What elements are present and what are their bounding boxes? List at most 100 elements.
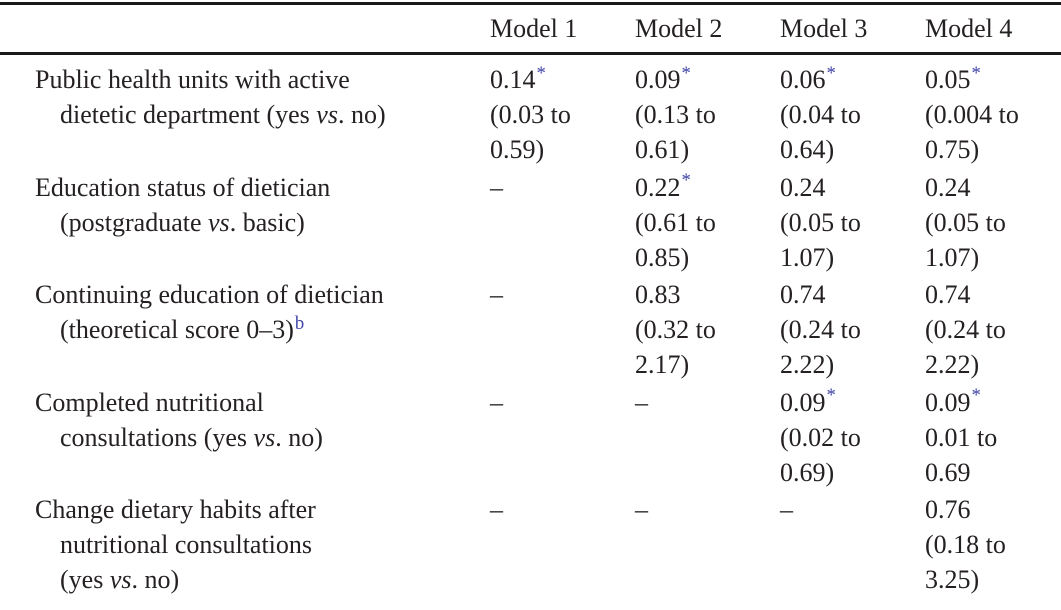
value-cell-model-1: 0.14* (0.03 to 0.59) — [490, 62, 635, 167]
text-segment: (0.03 to — [490, 100, 571, 129]
row-label: Completed nutritional consultations (yes … — [35, 385, 490, 455]
value-cell-model-1: – — [490, 492, 635, 527]
value-line: 0.24 — [780, 170, 925, 205]
value-line: 0.14* — [490, 62, 635, 97]
value-line: (0.004 to — [925, 97, 1061, 132]
header-divider-rule — [0, 52, 1061, 55]
row-label-line: (postgraduate vs. basic) — [35, 205, 490, 240]
text-segment: – — [490, 280, 503, 309]
table-row: Public health units with active dietetic … — [0, 62, 1061, 170]
row-label-line: (yes vs. no) — [35, 562, 490, 597]
row-label: Public health units with active dietetic … — [35, 62, 490, 132]
text-segment: (0.04 to — [780, 100, 861, 129]
value-line: 0.09* — [925, 385, 1061, 420]
significance-star: * — [826, 385, 836, 407]
text-segment: Education status of dietician — [35, 172, 331, 202]
value-cell-model-2: – — [635, 385, 780, 420]
text-segment: (0.13 to — [635, 100, 716, 129]
significance-star: * — [971, 385, 981, 407]
text-segment: (0.18 to — [925, 530, 1006, 559]
value-line: 0.24 — [925, 170, 1061, 205]
table-row: Continuing education of dietician (theore… — [0, 277, 1061, 385]
text-segment: nutritional consultations — [60, 530, 313, 559]
text-segment: Change dietary habits after — [35, 495, 316, 524]
value-line: 2.17) — [635, 347, 780, 382]
value-line: 0.06* — [780, 62, 925, 97]
value-cell-model-4: 0.76 (0.18 to 3.25) — [925, 492, 1061, 597]
value-line: 0.09* — [780, 385, 925, 420]
value-cell-model-1: – — [490, 277, 635, 312]
value-line: – — [490, 385, 635, 420]
text-segment: 0.09 — [635, 65, 681, 94]
text-segment: – — [490, 387, 503, 417]
column-header-model-4: Model 4 — [925, 13, 1013, 43]
text-segment: – — [490, 172, 503, 202]
text-segment: 0.76 — [925, 495, 971, 524]
text-segment: Public health units with active — [35, 65, 350, 94]
text-segment: (yes — [60, 565, 110, 594]
text-segment: 0.69 — [925, 457, 971, 487]
significance-star: * — [536, 62, 546, 84]
value-line: 0.69) — [780, 455, 925, 490]
value-line: – — [490, 492, 635, 527]
value-line: – — [490, 277, 635, 312]
value-cell-model-1: – — [490, 385, 635, 420]
value-line: 0.83 — [635, 277, 780, 312]
versus-italic: vs — [316, 100, 338, 129]
text-segment: 0.74 — [780, 280, 826, 309]
value-cell-model-4: 0.74 (0.24 to 2.22) — [925, 277, 1061, 382]
value-line: 0.74 — [925, 277, 1061, 312]
value-cell-model-2: 0.09* (0.13 to 0.61) — [635, 62, 780, 167]
text-segment: 0.01 to — [925, 422, 998, 452]
text-segment: – — [635, 387, 648, 417]
versus-italic: vs — [253, 422, 276, 452]
row-label-line: Completed nutritional — [35, 385, 490, 420]
significance-star: * — [971, 62, 981, 84]
value-line: (0.24 to — [780, 312, 925, 347]
text-segment: 1.07) — [925, 242, 980, 272]
value-line: (0.24 to — [925, 312, 1061, 347]
text-segment: (0.24 to — [925, 315, 1006, 344]
value-line: (0.13 to — [635, 97, 780, 132]
text-segment: 0.09 — [925, 387, 971, 417]
text-segment: 2.22) — [925, 350, 980, 379]
row-label-line: dietetic department (yes vs. no) — [35, 97, 490, 132]
text-segment: 0.22 — [635, 172, 681, 202]
text-segment: 0.59) — [490, 135, 545, 164]
text-segment: (0.02 to — [780, 422, 861, 452]
text-segment: 0.24 — [925, 172, 971, 202]
row-label-line: Education status of dietician — [35, 170, 490, 205]
value-line: 2.22) — [925, 347, 1061, 382]
text-segment: 0.74 — [925, 280, 971, 309]
value-cell-model-4: 0.24 (0.05 to 1.07) — [925, 170, 1061, 275]
value-line: 0.64) — [780, 132, 925, 167]
table-header-row: Model 1 Model 2 Model 3 Model 4 — [0, 5, 1061, 52]
value-line: – — [635, 492, 780, 527]
value-line: 0.85) — [635, 240, 780, 275]
text-segment: Continuing education of dietician — [35, 280, 384, 309]
value-line: 1.07) — [925, 240, 1061, 275]
value-line: – — [635, 385, 780, 420]
value-line: 0.05* — [925, 62, 1061, 97]
text-segment: (postgraduate — [60, 207, 209, 237]
value-line: (0.04 to — [780, 97, 925, 132]
value-cell-model-3: 0.24 (0.05 to 1.07) — [780, 170, 925, 275]
table-row: Completed nutritional consultations (yes … — [0, 385, 1061, 493]
value-line: 2.22) — [780, 347, 925, 382]
column-header-model-1: Model 1 — [490, 13, 578, 43]
text-segment: 1.07) — [780, 242, 835, 272]
row-label-line: (theoretical score 0–3)b — [35, 312, 490, 347]
significance-star: * — [826, 62, 836, 84]
value-cell-model-3: 0.74 (0.24 to 2.22) — [780, 277, 925, 382]
text-segment: 0.06 — [780, 65, 826, 94]
column-header-model-2: Model 2 — [635, 13, 723, 43]
text-segment: dietetic department (yes — [60, 100, 317, 129]
significance-star: * — [681, 62, 691, 84]
table-row: Education status of dietician (postgradua… — [0, 170, 1061, 278]
row-label: Continuing education of dietician (theore… — [35, 277, 490, 347]
text-segment: (0.61 to — [635, 207, 716, 237]
footnote-marker-b: b — [294, 312, 305, 334]
row-label-line: nutritional consultations — [35, 527, 490, 562]
value-cell-model-1: – — [490, 170, 635, 205]
text-segment: 0.64) — [780, 135, 835, 164]
